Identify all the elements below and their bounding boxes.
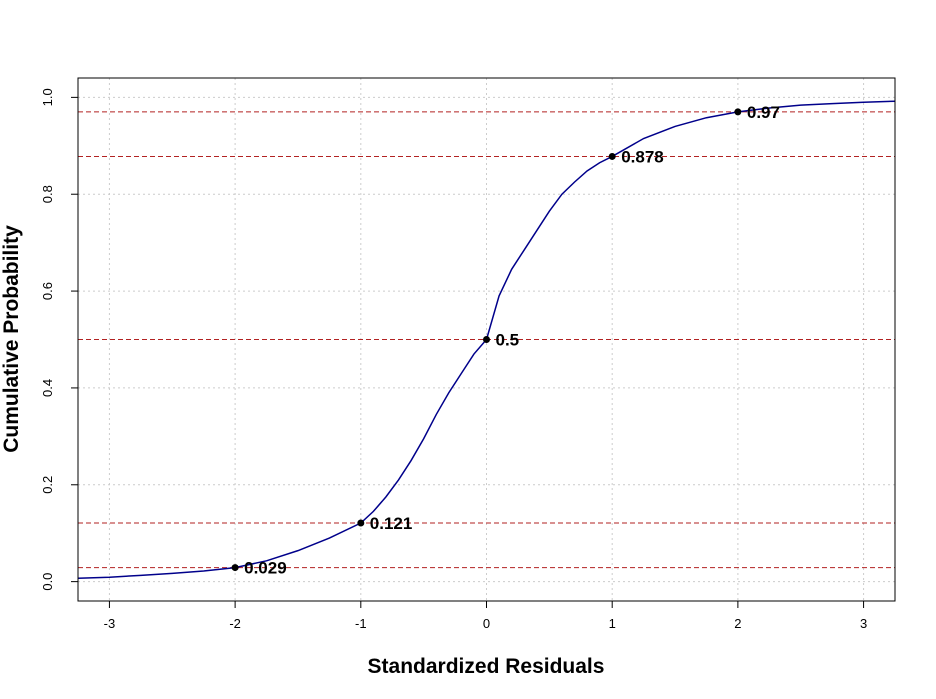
point-label-0: 0.029 bbox=[244, 559, 287, 578]
data-point-1 bbox=[357, 519, 365, 527]
point-label-2: 0.5 bbox=[496, 331, 520, 350]
data-point-0 bbox=[231, 564, 239, 572]
x-tick-label-4: 1 bbox=[609, 616, 616, 631]
y-tick-label-2: 0.4 bbox=[40, 379, 55, 397]
data-point-3 bbox=[608, 152, 616, 160]
y-axis: 0.0 0.2 0.4 0.6 0.8 1.0 bbox=[40, 88, 78, 591]
y-tick-label-4: 0.8 bbox=[40, 185, 55, 203]
x-axis-title: Standardized Residuals bbox=[368, 655, 605, 678]
x-axis: -3 -2 -1 0 1 2 3 bbox=[104, 601, 867, 631]
y-tick-label-3: 0.6 bbox=[40, 282, 55, 300]
data-points bbox=[231, 108, 742, 572]
data-point-2 bbox=[483, 336, 490, 343]
x-tick-label-0: -3 bbox=[104, 616, 116, 631]
point-label-4: 0.97 bbox=[747, 103, 780, 122]
x-tick-label-2: -1 bbox=[355, 616, 367, 631]
y-tick-label-5: 1.0 bbox=[40, 88, 55, 106]
y-axis-title: Cumulative Probability bbox=[0, 225, 23, 453]
x-tick-label-5: 2 bbox=[734, 616, 741, 631]
point-label-1: 0.121 bbox=[370, 514, 413, 533]
x-tick-label-6: 3 bbox=[860, 616, 867, 631]
point-labels: 0.029 0.121 0.5 0.878 0.97 bbox=[244, 103, 780, 578]
x-tick-label-3: 0 bbox=[483, 616, 490, 631]
y-tick-label-1: 0.2 bbox=[40, 476, 55, 494]
y-tick-label-0: 0.0 bbox=[40, 573, 55, 591]
data-point-4 bbox=[734, 108, 742, 116]
point-label-3: 0.878 bbox=[621, 147, 664, 166]
x-tick-label-1: -2 bbox=[229, 616, 241, 631]
